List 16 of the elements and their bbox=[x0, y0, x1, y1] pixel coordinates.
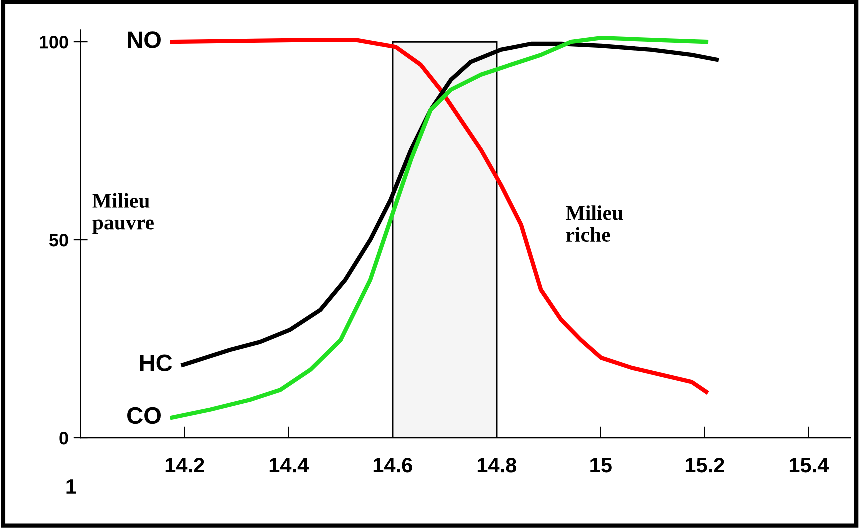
y-tick-label: 100 bbox=[40, 36, 68, 49]
x-tick-label: 14.4 bbox=[270, 458, 310, 473]
x-tick-label: 14.8 bbox=[478, 458, 517, 473]
series-label: NO bbox=[128, 32, 161, 48]
series-label: HC bbox=[140, 354, 172, 372]
y-tick-label: 0 bbox=[60, 432, 68, 445]
y-tick-label: 50 bbox=[50, 234, 68, 247]
x-tick-label: 15.4 bbox=[790, 458, 830, 473]
text: 1 bbox=[66, 480, 76, 494]
x-tick-label: 15 bbox=[590, 458, 612, 473]
x-tick-label: 15.2 bbox=[686, 458, 724, 473]
x-tick-label: 14.2 bbox=[166, 458, 204, 473]
series-label: CO bbox=[128, 407, 161, 424]
annotation: Milieu pauvre bbox=[92, 193, 154, 234]
x-tick-label: 14.6 bbox=[374, 458, 412, 473]
annotation: Milieu riche bbox=[566, 206, 624, 242]
